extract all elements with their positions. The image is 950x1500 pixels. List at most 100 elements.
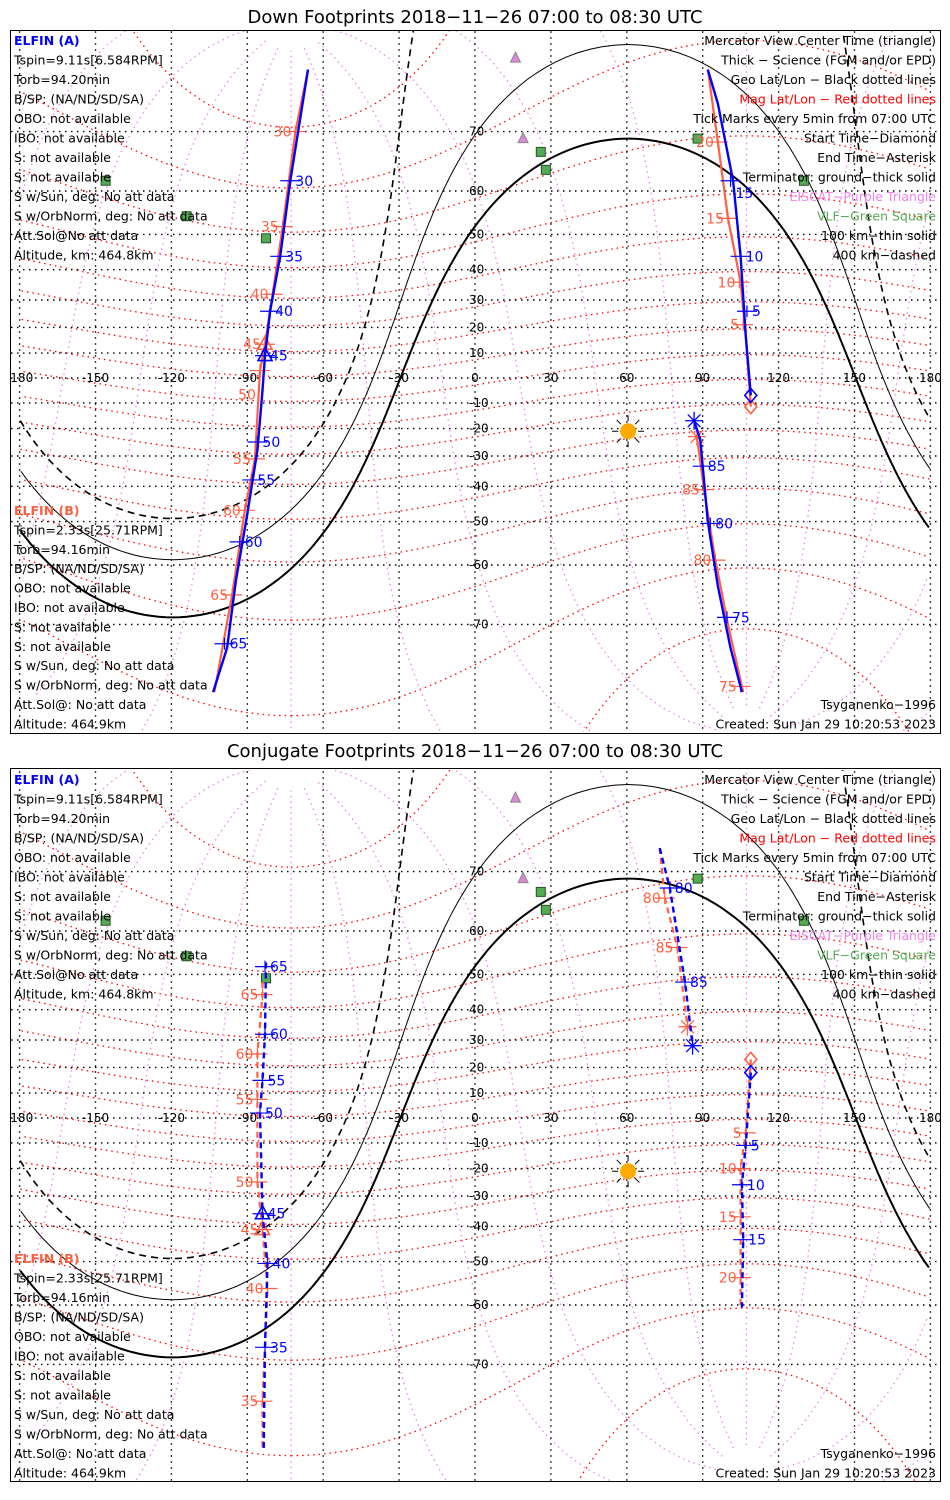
info-line: OBO: not available — [14, 850, 131, 865]
elfin-b-label: ELFIN (B) — [14, 1251, 79, 1266]
terminator-100km-line — [20, 784, 629, 1301]
time-tick-label: 35 — [285, 249, 303, 265]
mag-latitude-line — [22, 345, 292, 378]
legend-item: Mercator View Center Time (triangle) — [704, 33, 936, 48]
elfin-a-track — [706, 69, 752, 396]
info-line: Torb=94.20min — [13, 72, 110, 87]
map-layer: -180 -150 -120 -90 -60 -30 0 30 60 90 120 150 180 70 6… — [11, 770, 940, 1481]
vlf-square-icon — [540, 904, 551, 915]
legend-item: End Time−Asterisk — [817, 150, 937, 165]
vlf-square-icon — [261, 233, 272, 244]
end-time-asterisk-icon — [690, 429, 704, 444]
mag-latitude-line — [291, 403, 927, 455]
eiscat-triangle-icon — [509, 790, 522, 803]
legend-item: Terminator: ground−thick solid — [742, 909, 936, 924]
lat-tick-label: 60 — [469, 184, 484, 198]
info-line: B/SP: (NA/ND/SD/SA) — [14, 831, 144, 846]
time-tick-label: 10 — [746, 249, 764, 265]
time-tick-label: 5 — [752, 304, 761, 320]
conjugate-footprints-panel: Conjugate Footprints 2018−11−26 07:00 to… — [10, 741, 941, 1482]
time-tick-label: 80 — [694, 553, 712, 569]
lat-tick-label: -50 — [469, 1255, 489, 1269]
vlf-square-icon — [692, 133, 703, 144]
time-tick-label: 30 — [295, 174, 313, 190]
lon-tick-label: 30 — [543, 1111, 558, 1125]
mag-latitude-line — [24, 479, 292, 520]
lat-tick-label: -20 — [469, 422, 489, 436]
lat-tick-label: -60 — [469, 1298, 489, 1312]
mag-latitude-line — [20, 421, 292, 455]
end-time-asterisk-icon — [685, 1038, 700, 1053]
sun-ray — [634, 419, 640, 425]
time-tick-label: 55 — [236, 1092, 254, 1108]
lon-tick-label: -60 — [313, 371, 333, 385]
info-line: Att.Sol@No att data — [14, 228, 138, 243]
mag-latitude-line — [24, 1219, 292, 1260]
vlf-square-icon — [798, 175, 809, 186]
lat-tick-label: -10 — [469, 1136, 489, 1150]
lat-tick-label: -60 — [469, 558, 489, 572]
terminator-ground-line — [628, 137, 930, 529]
time-tick-label: 40 — [251, 287, 269, 303]
time-tick-label: 80 — [715, 516, 733, 532]
elfin-b-label: ELFIN (B) — [14, 503, 79, 518]
mag-meridian-line — [314, 39, 595, 732]
mag-latitude-line — [291, 770, 451, 868]
mag-latitude-line — [577, 1368, 916, 1481]
info-line: B/SP: (NA/ND/SD/SA) — [14, 92, 144, 107]
elfin-a-track — [692, 420, 744, 693]
time-tick-label: 10 — [718, 275, 736, 291]
mag-meridian-line — [770, 950, 929, 1457]
elfin-b-track — [658, 847, 689, 1027]
time-tick-label: 35 — [261, 220, 279, 236]
info-line: S: not available — [14, 889, 111, 904]
mag-latitude-line — [291, 1143, 927, 1195]
lat-tick-label: 20 — [469, 1060, 484, 1074]
model-label: Tsyganenko−1996 — [820, 697, 936, 712]
mag-meridian-line — [19, 770, 129, 942]
legend-item: 400 km−dashed — [833, 987, 936, 1002]
mag-latitude-line — [291, 1307, 931, 1457]
time-tick-label: 75 — [719, 679, 737, 695]
time-tick-label: 20 — [719, 1271, 737, 1287]
info-line: IBO: not available — [14, 131, 125, 146]
legend-item: Start Time−Diamond — [804, 131, 936, 146]
sun-icon — [620, 1163, 637, 1180]
center-time-triangle-icon — [256, 345, 274, 362]
time-tick-label: 45 — [270, 349, 288, 365]
mag-meridian-line — [134, 787, 279, 1481]
info-line: S: not available — [14, 639, 111, 654]
legend-item: VLF−Green Square — [817, 948, 936, 963]
time-tick-label: 50 — [262, 435, 280, 451]
start-time-diamond-icon — [743, 387, 758, 404]
eiscat-triangle-icon — [517, 131, 529, 144]
sun-ray — [616, 437, 622, 443]
info-line: Att.Sol@: No att data — [14, 697, 146, 712]
terminator-100km-line — [628, 44, 931, 469]
terminator-400km-line — [19, 31, 415, 520]
sun-ray — [616, 1159, 622, 1165]
info-line: S: not available — [14, 150, 111, 165]
elfin-a-info: ELFIN (A) Tspin=9.11s[6.584RPM] Torb=94.… — [13, 33, 208, 263]
time-tick-label: 40 — [273, 1256, 291, 1272]
legend-item: Mag Lat/Lon − Red dotted lines — [739, 92, 936, 107]
mag-meridian-line — [599, 770, 734, 1449]
lat-tick-label: -10 — [469, 396, 489, 410]
time-tick-label: 55 — [233, 452, 251, 468]
mag-latitude-line — [22, 832, 292, 929]
lon-tick-label: 0 — [471, 371, 479, 385]
mag-latitude-line — [291, 193, 927, 269]
sun-ray — [634, 437, 640, 443]
lat-tick-label: 10 — [469, 1086, 484, 1100]
mag-meridian-line — [19, 770, 251, 1309]
time-tick-label: 40 — [246, 1282, 264, 1298]
lat-tick-label: -70 — [469, 1357, 489, 1371]
mag-latitude-line — [291, 1041, 928, 1093]
lat-tick-label: 30 — [469, 293, 484, 307]
mag-meridian-line — [303, 787, 448, 1481]
info-line: S w/OrbNorm, deg: No att data — [14, 209, 208, 224]
terminator-400km-line — [841, 31, 931, 419]
info-line: OBO: not available — [14, 581, 131, 596]
info-line: Tspin=9.11s[6.584RPM] — [13, 792, 163, 807]
